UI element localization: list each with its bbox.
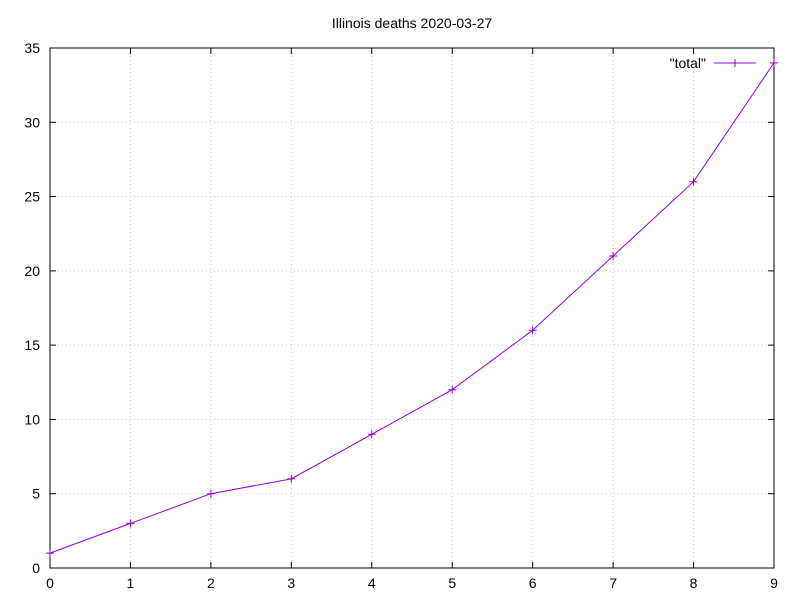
x-tick-label: 3 [287,575,295,591]
legend-label: "total" [670,55,706,71]
x-tick-label: 7 [609,575,617,591]
y-tick-label: 30 [24,114,40,130]
y-tick-label: 10 [24,411,40,427]
plot-frame [49,47,775,569]
data-point [448,385,457,394]
chart-title: Illinois deaths 2020-03-27 [332,15,493,31]
y-tick-label: 35 [24,40,40,56]
grid [50,48,774,568]
x-tick-label: 9 [770,575,778,591]
axis-ticks: 0 1 2 3 4 5 6 7 8 9 0 5 10 15 20 25 30 35 [24,40,778,591]
data-point [770,58,778,67]
y-tick-label: 25 [24,189,40,205]
y-tick-label: 0 [32,560,40,576]
legend: "total" [670,55,756,71]
x-tick-label: 0 [46,575,54,591]
x-tick-label: 6 [529,575,537,591]
x-tick-label: 1 [127,575,135,591]
data-point [126,519,135,528]
x-tick-label: 4 [368,575,376,591]
y-tick-label: 5 [32,486,40,502]
data-point [206,489,215,498]
legend-marker [731,59,739,67]
data-point [609,252,618,260]
y-tick-label: 20 [24,263,40,279]
data-point [528,326,537,335]
series-line [49,62,775,554]
data-point [689,177,698,186]
x-tick-label: 5 [448,575,456,591]
x-tick-label: 8 [690,575,698,591]
x-tick-label: 2 [207,575,215,591]
y-tick-label: 15 [24,337,40,353]
data-point [46,549,54,558]
data-point [287,474,296,483]
series-layer [46,58,778,558]
data-point [367,430,376,439]
